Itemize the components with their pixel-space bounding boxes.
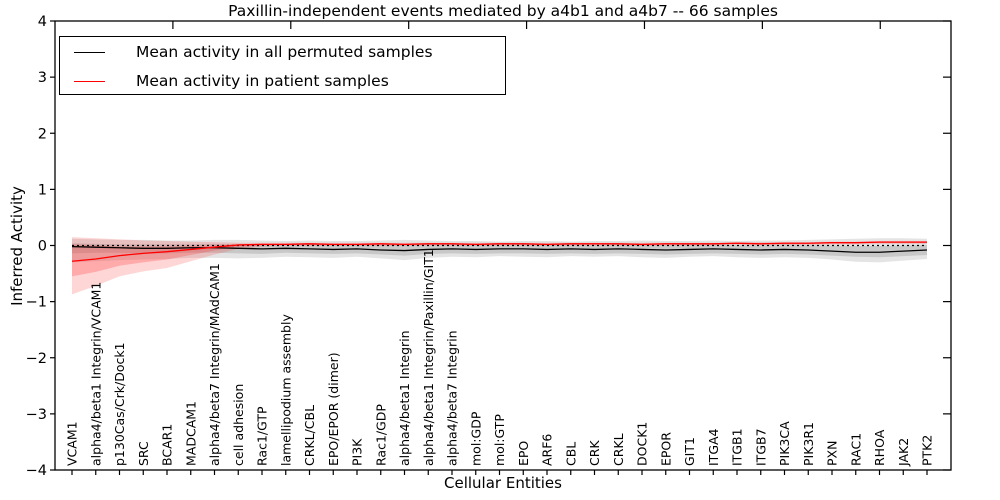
legend-label-permuted: Mean activity in all permuted samples — [136, 43, 433, 61]
x-tick-label: alpha4/beta7 Integrin — [445, 330, 460, 466]
x-tick-label: PIK3CA — [777, 421, 792, 466]
y-tick-label: 2 — [38, 126, 47, 142]
x-tick-label: alpha4/beta1 Integrin — [397, 330, 412, 466]
x-tick-label: ITGB1 — [730, 428, 745, 466]
y-tick-label: −4 — [26, 463, 47, 479]
x-tick-label: DOCK1 — [635, 422, 650, 466]
x-tick-label: RHOA — [872, 429, 887, 466]
legend-line-red-icon — [74, 80, 105, 82]
y-tick-label: 1 — [38, 182, 47, 198]
x-tick-label: alpha4/beta1 Integrin/VCAM1 — [88, 282, 103, 466]
x-tick-label: VCAM1 — [65, 421, 80, 466]
x-tick-label: EPO — [516, 441, 531, 466]
x-tick-label: PTK2 — [920, 435, 935, 466]
x-tick-label: mol:GTP — [492, 414, 507, 466]
x-axis-label: Cellular Entities — [444, 474, 562, 492]
y-tick-label: −3 — [26, 407, 47, 423]
x-tick-label: p130Cas/Crk/Dock1 — [112, 342, 127, 466]
x-tick-label: Rac1/GDP — [373, 404, 388, 466]
chart-title: Paxillin-independent events mediated by … — [228, 2, 778, 20]
legend-box: Mean activity in all permuted samples Me… — [59, 36, 506, 95]
x-tick-label: CBL — [563, 442, 578, 466]
x-tick-label: CRKL — [611, 433, 626, 466]
legend-entry-patient: Mean activity in patient samples — [74, 66, 389, 96]
x-tick-label: EPO/EPOR (dimer) — [326, 352, 341, 466]
legend-label-patient: Mean activity in patient samples — [136, 72, 389, 90]
patient-mean-line — [71, 241, 927, 262]
x-tick-label: CRKL/CBL — [302, 405, 317, 466]
x-tick-label: cell adhesion — [231, 384, 246, 466]
x-tick-label: PI3K — [350, 438, 365, 466]
x-tick-label: ARF6 — [540, 434, 555, 466]
x-tick-label: GIT1 — [682, 437, 697, 466]
y-tick-label: 0 — [38, 239, 47, 255]
x-tick-label: ITGA4 — [706, 428, 721, 466]
legend-entry-permuted: Mean activity in all permuted samples — [74, 37, 433, 67]
x-tick-label: alpha4/beta7 Integrin/MAdCAM1 — [207, 263, 222, 466]
x-tick-label: alpha4/beta1 Integrin/Paxillin/GIT1 — [421, 249, 436, 466]
y-tick-label: −2 — [26, 351, 47, 367]
x-tick-label: lamellipodium assembly — [278, 314, 293, 466]
y-tick-label: 4 — [38, 14, 47, 30]
x-tick-label: CRK — [587, 440, 602, 466]
x-tick-label: RAC1 — [848, 433, 863, 466]
x-tick-label: MADCAM1 — [183, 401, 198, 466]
permuted-inner-band — [72, 243, 927, 258]
x-tick-label: BCAR1 — [160, 424, 175, 466]
x-tick-label: JAK2 — [896, 438, 911, 467]
x-tick-label: EPOR — [658, 432, 673, 466]
x-tick-label: Rac1/GTP — [255, 406, 270, 466]
y-axis-label: Inferred Activity — [8, 186, 26, 306]
x-tick-label: PXN — [825, 441, 840, 466]
y-tick-label: −1 — [26, 295, 47, 311]
x-tick-label: PIK3R1 — [801, 422, 816, 466]
x-tick-label: mol:GDP — [468, 411, 483, 466]
y-tick-label: 3 — [38, 70, 47, 86]
legend-line-black-icon — [74, 51, 105, 53]
x-tick-label: SRC — [136, 441, 151, 466]
x-tick-label: ITGB7 — [753, 428, 768, 466]
